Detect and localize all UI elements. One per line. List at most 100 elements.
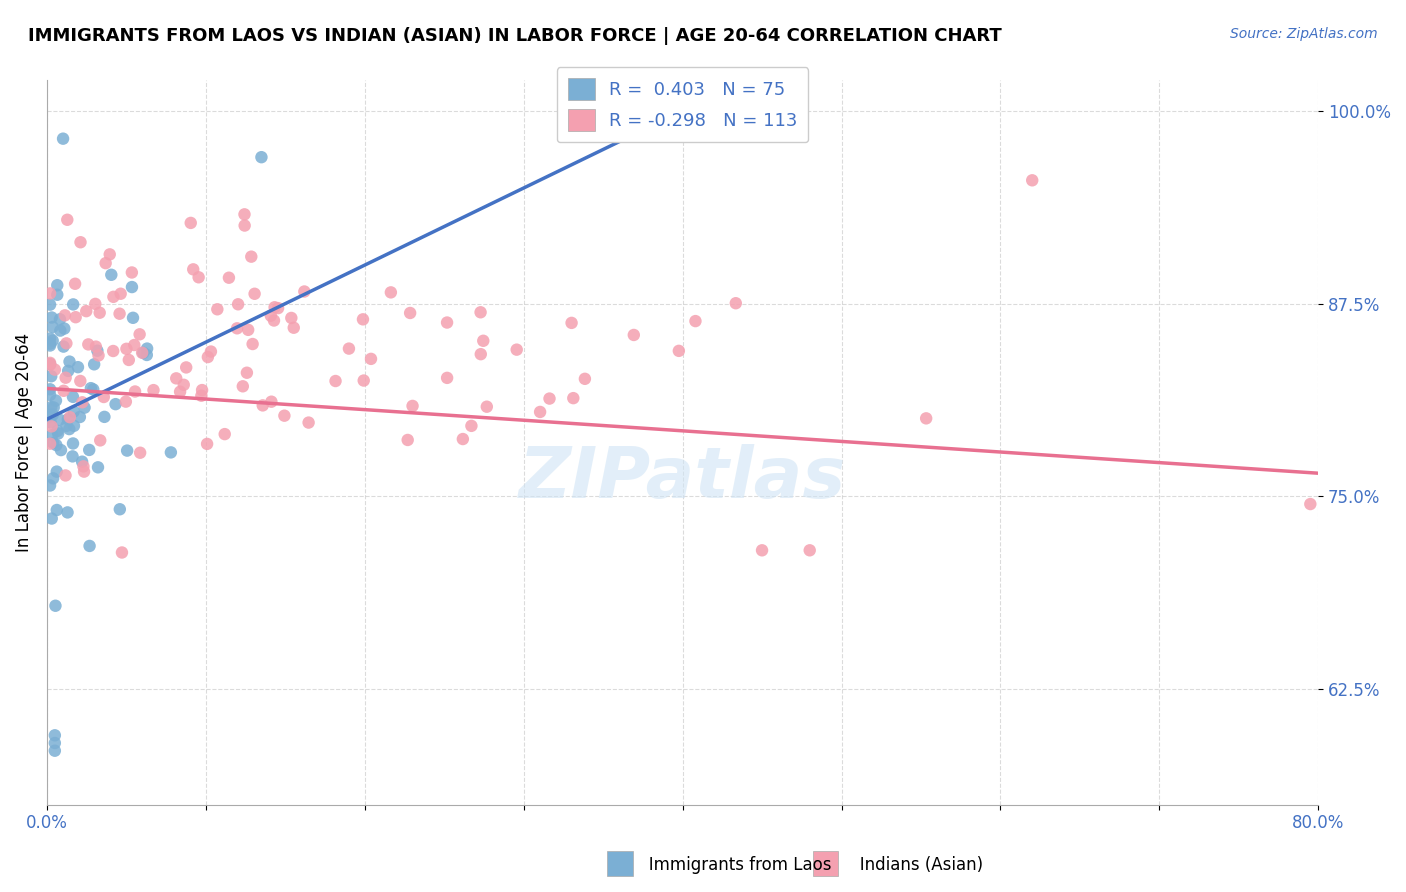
Point (93, 390, 115, 404)
Point (42, 408, 65, 422)
Point (39, 382, 62, 396)
Point (538, 392, 561, 406)
Point (685, 314, 707, 328)
Point (79, 539, 101, 553)
Point (55, 468, 77, 483)
Point (45, 393, 67, 408)
Point (561, 316, 583, 330)
Point (136, 342, 159, 356)
Point (62, 390, 84, 404)
Point (86, 343, 108, 358)
Point (1021, 173, 1043, 187)
Point (165, 371, 187, 385)
Point (55, 336, 77, 351)
Text: Immigrants from Laos: Immigrants from Laos (633, 855, 831, 873)
Point (297, 416, 319, 430)
Point (226, 321, 249, 335)
Point (1299, 497, 1322, 511)
Point (135, 348, 157, 362)
Point (66, 360, 89, 375)
Point (93, 409, 115, 424)
Point (132, 346, 155, 360)
Point (470, 305, 492, 319)
Point (169, 384, 191, 399)
Point (55, 370, 77, 384)
Point (55, 418, 77, 433)
Point (69, 235, 91, 250)
Point (472, 334, 495, 348)
Point (180, 216, 202, 230)
Point (56, 364, 79, 378)
Point (62, 404, 84, 418)
Point (142, 383, 165, 397)
Point (98, 247, 121, 261)
Point (89, 434, 111, 448)
Point (62, 297, 84, 311)
Point (799, 543, 821, 558)
Point (267, 301, 290, 315)
Point (39, 400, 62, 414)
Point (233, 219, 256, 233)
Point (280, 310, 302, 325)
Point (283, 320, 305, 334)
Point (73, 401, 96, 415)
Point (39, 331, 62, 345)
Point (218, 270, 240, 285)
Point (124, 384, 146, 399)
Point (337, 342, 360, 356)
Point (101, 344, 124, 359)
Point (72, 459, 94, 474)
Point (233, 207, 256, 221)
Point (436, 371, 458, 385)
Point (242, 337, 264, 351)
Point (89, 306, 111, 320)
Point (70, 455, 93, 469)
Point (214, 427, 236, 442)
Point (46, 424, 69, 438)
Point (263, 300, 285, 314)
Point (56, 505, 79, 519)
Point (121, 265, 143, 279)
Point (52, 384, 75, 398)
Point (87, 460, 110, 475)
Point (53, 309, 76, 323)
Point (252, 398, 274, 412)
Point (63, 418, 86, 433)
Point (52, 340, 75, 354)
Point (574, 372, 596, 386)
Point (124, 338, 146, 352)
Point (39, 478, 62, 492)
Point (352, 312, 374, 326)
Point (39, 436, 62, 450)
Point (44, 362, 66, 376)
Point (39, 388, 62, 402)
Point (65, 310, 87, 325)
Point (181, 262, 204, 277)
Point (39, 409, 62, 424)
Y-axis label: In Labor Force | Age 20-64: In Labor Force | Age 20-64 (15, 333, 32, 552)
Point (260, 394, 283, 409)
Point (108, 307, 131, 321)
Point (399, 306, 422, 320)
Point (360, 351, 382, 366)
Point (52, 131, 75, 145)
Point (273, 409, 295, 423)
Point (69, 374, 91, 388)
Point (260, 309, 283, 323)
Point (190, 389, 212, 403)
Point (529, 405, 551, 419)
Point (121, 280, 143, 294)
Point (115, 394, 138, 409)
Point (42, 436, 65, 450)
Point (82, 383, 104, 397)
Point (39, 357, 62, 371)
Point (131, 345, 153, 359)
Point (41, 428, 63, 442)
Point (128, 327, 150, 342)
Point (436, 316, 458, 330)
Point (44, 599, 66, 613)
Point (325, 374, 347, 388)
Point (353, 374, 375, 388)
Point (505, 343, 527, 357)
Point (226, 297, 249, 311)
